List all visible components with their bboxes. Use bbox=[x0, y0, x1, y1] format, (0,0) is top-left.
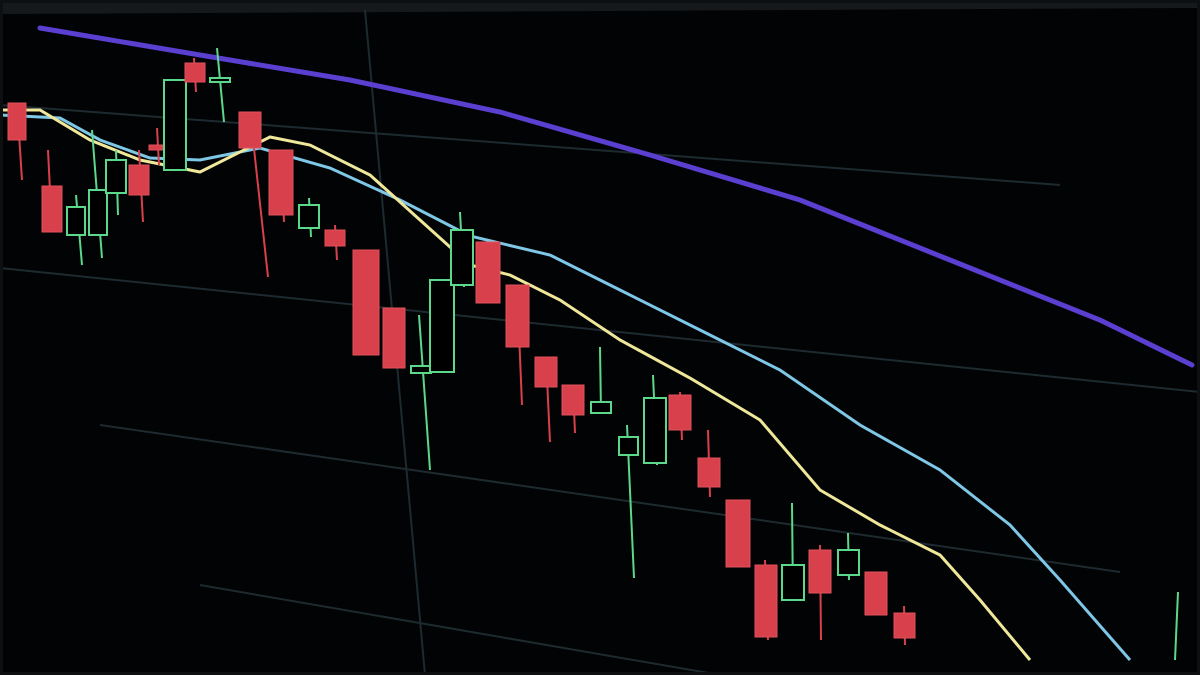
wick bbox=[418, 314, 431, 471]
candle-body bbox=[864, 571, 888, 616]
candle-body bbox=[725, 499, 751, 568]
candle-body bbox=[128, 164, 150, 196]
candle-body bbox=[893, 612, 916, 639]
candle-body bbox=[7, 102, 27, 141]
candle-body bbox=[382, 307, 406, 369]
grid-line bbox=[0, 267, 1200, 393]
candle-body bbox=[41, 185, 63, 233]
candle-body bbox=[450, 229, 474, 286]
candle-body bbox=[754, 564, 778, 638]
bezel bbox=[0, 0, 1200, 14]
candle-body bbox=[505, 284, 530, 348]
candle-body bbox=[618, 436, 639, 456]
candle-body bbox=[643, 397, 667, 464]
moving-average-mid bbox=[0, 113, 1132, 661]
candle-body bbox=[534, 356, 558, 388]
wick bbox=[216, 47, 225, 123]
candle-body bbox=[475, 241, 501, 304]
candle-body bbox=[66, 206, 86, 236]
candle-body bbox=[105, 159, 127, 194]
candle-body bbox=[837, 549, 860, 576]
grid-line bbox=[199, 584, 721, 675]
candle-body bbox=[410, 365, 432, 374]
candle-body bbox=[697, 457, 721, 488]
candle-body bbox=[163, 79, 187, 171]
wick bbox=[1174, 591, 1179, 661]
candle-body bbox=[88, 189, 108, 236]
candle-body bbox=[268, 149, 294, 216]
candle-body bbox=[781, 564, 805, 601]
candles bbox=[7, 47, 1179, 661]
candle-body bbox=[429, 279, 455, 373]
candle-body bbox=[352, 249, 380, 356]
candle-body bbox=[590, 401, 612, 414]
grid-line bbox=[99, 424, 1121, 573]
candle-body bbox=[808, 549, 832, 594]
candle-body bbox=[184, 62, 206, 83]
candle-body bbox=[238, 111, 262, 149]
candle-body bbox=[298, 204, 320, 229]
candle-body bbox=[209, 77, 231, 83]
candle-body bbox=[324, 229, 346, 247]
candle-body bbox=[561, 384, 585, 416]
candle-body bbox=[668, 394, 692, 431]
moving-average-long bbox=[37, 25, 1195, 368]
